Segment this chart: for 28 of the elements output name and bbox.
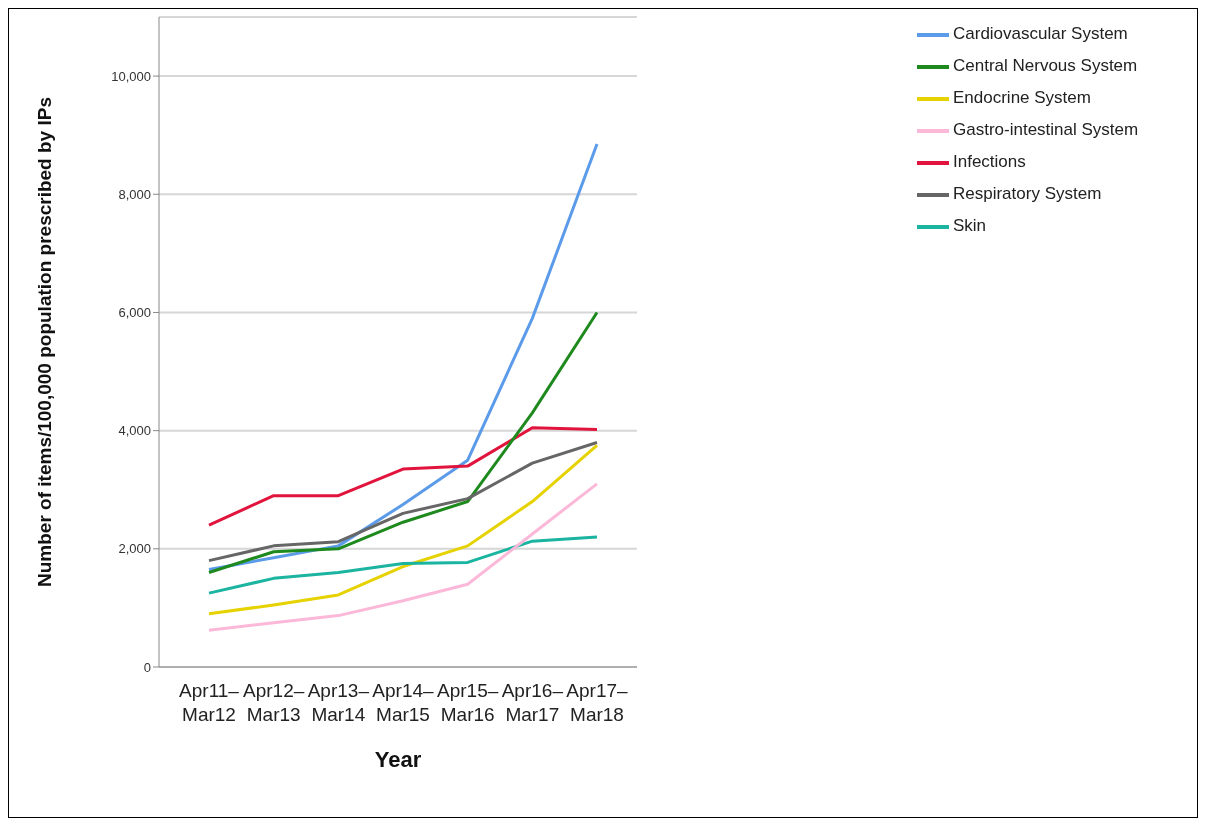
x-tick-label: Apr14–Mar15 [372, 680, 435, 725]
line-series [207, 535, 599, 595]
line-series [207, 440, 599, 563]
x-tick-label: Apr17–Mar18 [566, 680, 629, 725]
line-series [207, 310, 599, 574]
line-series [207, 443, 599, 616]
x-tick-label: Apr16–Mar17 [501, 680, 564, 725]
y-tick-label: 0 [143, 659, 151, 675]
legend-label: Respiratory System [953, 184, 1102, 204]
legend-label: Endocrine System [953, 88, 1091, 108]
y-tick-label: 10,000 [111, 68, 151, 84]
x-tick-label: Apr12–Mar13 [243, 680, 305, 725]
y-tick-label: 8,000 [118, 186, 151, 202]
legend-label: Cardiovascular System [953, 24, 1128, 44]
line-series [207, 482, 599, 632]
legend-label: Central Nervous System [953, 56, 1138, 76]
y-tick-label: 2,000 [118, 541, 151, 557]
x-tick-label: Apr15–Mar16 [437, 680, 499, 725]
x-axis-title: Year [374, 747, 422, 772]
x-tick-label: Apr11–Mar12 [179, 680, 240, 725]
legend-label: Infections [953, 152, 1026, 172]
line-series [207, 426, 599, 527]
y-tick-label: 4,000 [118, 423, 151, 439]
x-tick-label: Apr13–Mar14 [307, 680, 370, 725]
legend-label: Gastro-intestinal System [953, 120, 1139, 140]
y-tick-label: 6,000 [118, 305, 151, 321]
y-axis-title: Number of items/100,000 population prescribed by IPs [33, 97, 55, 587]
legend-label: Skin [953, 216, 987, 236]
